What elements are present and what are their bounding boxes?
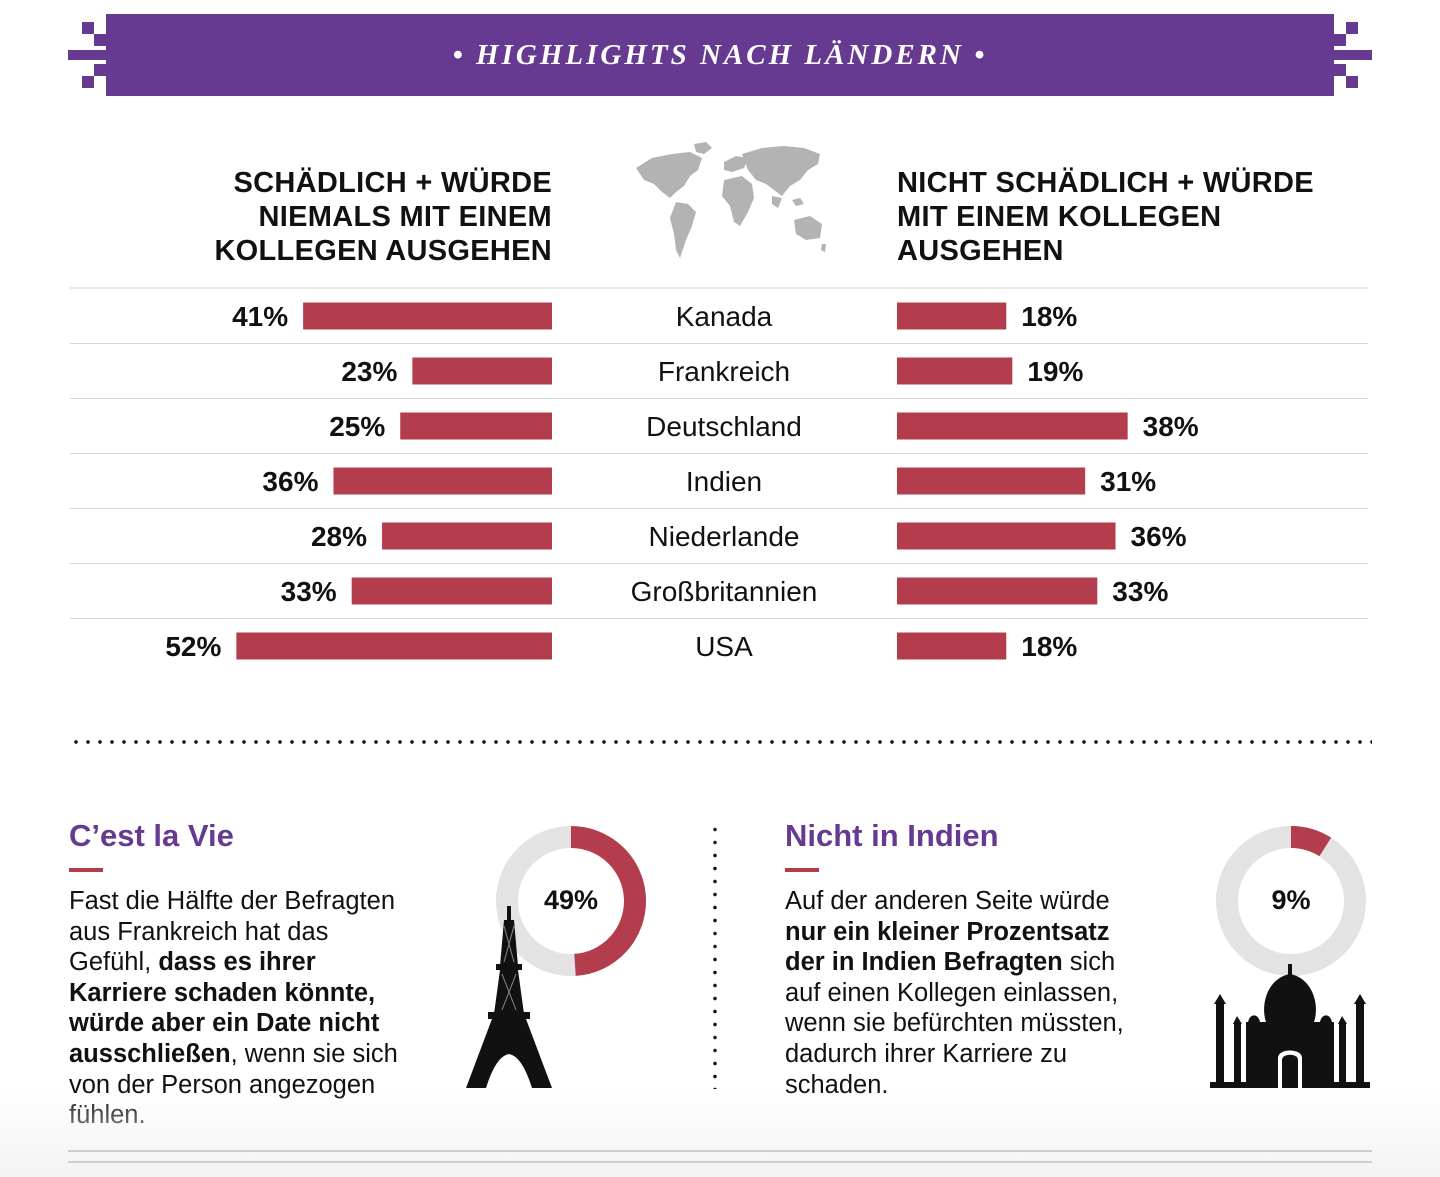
country-label: Kanada [676, 301, 773, 332]
left-heading-line: SCHÄDLICH + WÜRDE [233, 167, 552, 199]
text-regular: , wenn sie sich [230, 1039, 398, 1068]
panel-left-rule [69, 868, 103, 872]
panel-text-line: Karriere schaden könnte, [69, 978, 398, 1009]
right-bar [897, 632, 1007, 660]
panel-text-line: wenn sie befürchten müssten, [785, 1008, 1124, 1039]
right-value-label: 31% [1100, 466, 1156, 497]
donut-label-france: 49% [543, 885, 599, 915]
right-bar [897, 412, 1128, 440]
panel-right-rule [785, 868, 819, 872]
country-label: Deutschland [646, 411, 802, 442]
text-bold: der in Indien Befragten [785, 948, 1063, 977]
country-label: Indien [686, 466, 762, 497]
left-bar [412, 357, 552, 385]
right-bar [897, 357, 1013, 385]
right-heading-line: AUSGEHEN [897, 235, 1064, 267]
world-map-icon [636, 142, 826, 258]
country-label: Großbritannien [631, 576, 818, 607]
left-value-label: 52% [165, 631, 221, 662]
right-value-label: 38% [1143, 411, 1199, 442]
text-regular: wenn sie befürchten müssten, [785, 1009, 1124, 1038]
panel-text-line: Fast die Hälfte der Befragten [69, 886, 398, 917]
panel-right-title: Nicht in Indien [785, 818, 999, 853]
bottom-fade [0, 1090, 1440, 1177]
left-value-label: 41% [232, 301, 288, 332]
left-heading-line: NIEMALS MIT EINEM [258, 201, 552, 233]
text-regular: Fast die Hälfte der Befragten [69, 887, 396, 915]
left-bar [303, 302, 552, 330]
panel-text-line: ausschließen, wenn sie sich [69, 1039, 398, 1070]
text-regular: dadurch ihrer Karriere zu [785, 1039, 1068, 1068]
left-value-label: 33% [281, 576, 337, 607]
panel-text-line: Auf der anderen Seite würde [785, 886, 1124, 917]
right-heading-line: NICHT SCHÄDLICH + WÜRDE [897, 167, 1314, 199]
section-divider [70, 739, 1372, 745]
donut-chart-france [496, 826, 646, 976]
butterfly-bar-chart: 41% 18% Kanada 23% 19% Frankreich 25% 38% Deutsc… [70, 287, 1368, 662]
right-column-heading: NICHT SCHÄDLICH + WÜRDE MIT EINEM KOLLEG… [897, 166, 1357, 268]
right-value-label: 18% [1021, 631, 1077, 662]
panel-right-text: Auf der anderen Seite würde nur ein klein… [785, 886, 1124, 1100]
right-bar [897, 522, 1116, 550]
country-label: Niederlande [649, 521, 800, 552]
text-regular: Auf der anderen Seite würde [785, 887, 1110, 915]
banner-left-ornament-icon [68, 22, 108, 88]
panel-divider [711, 823, 719, 1089]
text-bold: würde aber ein Date nicht [69, 1009, 380, 1038]
left-value-label: 23% [341, 356, 397, 387]
text-regular: Gefühl, [69, 948, 159, 977]
country-label: USA [695, 631, 753, 662]
panel-left-text: Fast die Hälfte der Befragten aus Frankre… [69, 886, 398, 1131]
left-column-heading: SCHÄDLICH + WÜRDE NIEMALS MIT EINEM KOLL… [172, 166, 552, 268]
panel-text-line: dadurch ihrer Karriere zu [785, 1039, 1124, 1070]
text-regular: aus Frankreich hat das [69, 917, 329, 946]
bottom-rule [68, 1150, 1372, 1152]
banner-right-ornament-icon [1332, 22, 1372, 88]
text-regular: auf einen Kollegen einlassen, [785, 978, 1119, 1007]
right-bar [897, 467, 1086, 495]
right-value-label: 36% [1131, 521, 1187, 552]
left-bar [236, 632, 553, 660]
right-bar [897, 302, 1007, 330]
text-regular: sich [1062, 948, 1116, 977]
panel-text-line: auf einen Kollegen einlassen, [785, 978, 1124, 1009]
right-value-label: 18% [1021, 301, 1077, 332]
bottom-rule [68, 1161, 1372, 1163]
eiffel-tower-icon [466, 906, 552, 1088]
right-value-label: 19% [1027, 356, 1083, 387]
country-label: Frankreich [658, 356, 790, 387]
donut-value-arc [1290, 826, 1332, 857]
header-banner: • HIGHLIGHTS NACH LÄNDERN • [106, 14, 1334, 96]
text-bold: dass es ihrer [158, 948, 316, 977]
text-bold: nur ein kleiner Prozentsatz [785, 917, 1110, 946]
panel-text-line: nur ein kleiner Prozentsatz [785, 917, 1124, 948]
panel-text-line: aus Frankreich hat das [69, 917, 398, 948]
donut-value-arc [570, 826, 646, 976]
left-bar [351, 577, 552, 605]
right-bar [897, 577, 1098, 605]
left-value-label: 25% [329, 411, 385, 442]
right-heading-line: MIT EINEM KOLLEGEN [897, 201, 1222, 233]
right-value-label: 33% [1112, 576, 1168, 607]
left-bar [382, 522, 552, 550]
panel-left-title: C’est la Vie [69, 818, 234, 853]
panel-text-line: würde aber ein Date nicht [69, 1008, 398, 1039]
left-bar [333, 467, 552, 495]
left-heading-line: KOLLEGEN AUSGEHEN [214, 235, 552, 267]
taj-mahal-icon [1210, 964, 1370, 1088]
left-bar [400, 412, 552, 440]
page-title: • HIGHLIGHTS NACH LÄNDERN • [452, 38, 988, 71]
panel-text-line: der in Indien Befragten sich [785, 947, 1124, 978]
text-bold: ausschließen [69, 1039, 231, 1068]
text-bold: Karriere schaden könnte, [69, 978, 376, 1007]
left-value-label: 28% [311, 521, 367, 552]
donut-label-india: 9% [1271, 885, 1311, 915]
left-value-label: 36% [262, 466, 318, 497]
panel-text-line: Gefühl, dass es ihrer [69, 947, 398, 978]
